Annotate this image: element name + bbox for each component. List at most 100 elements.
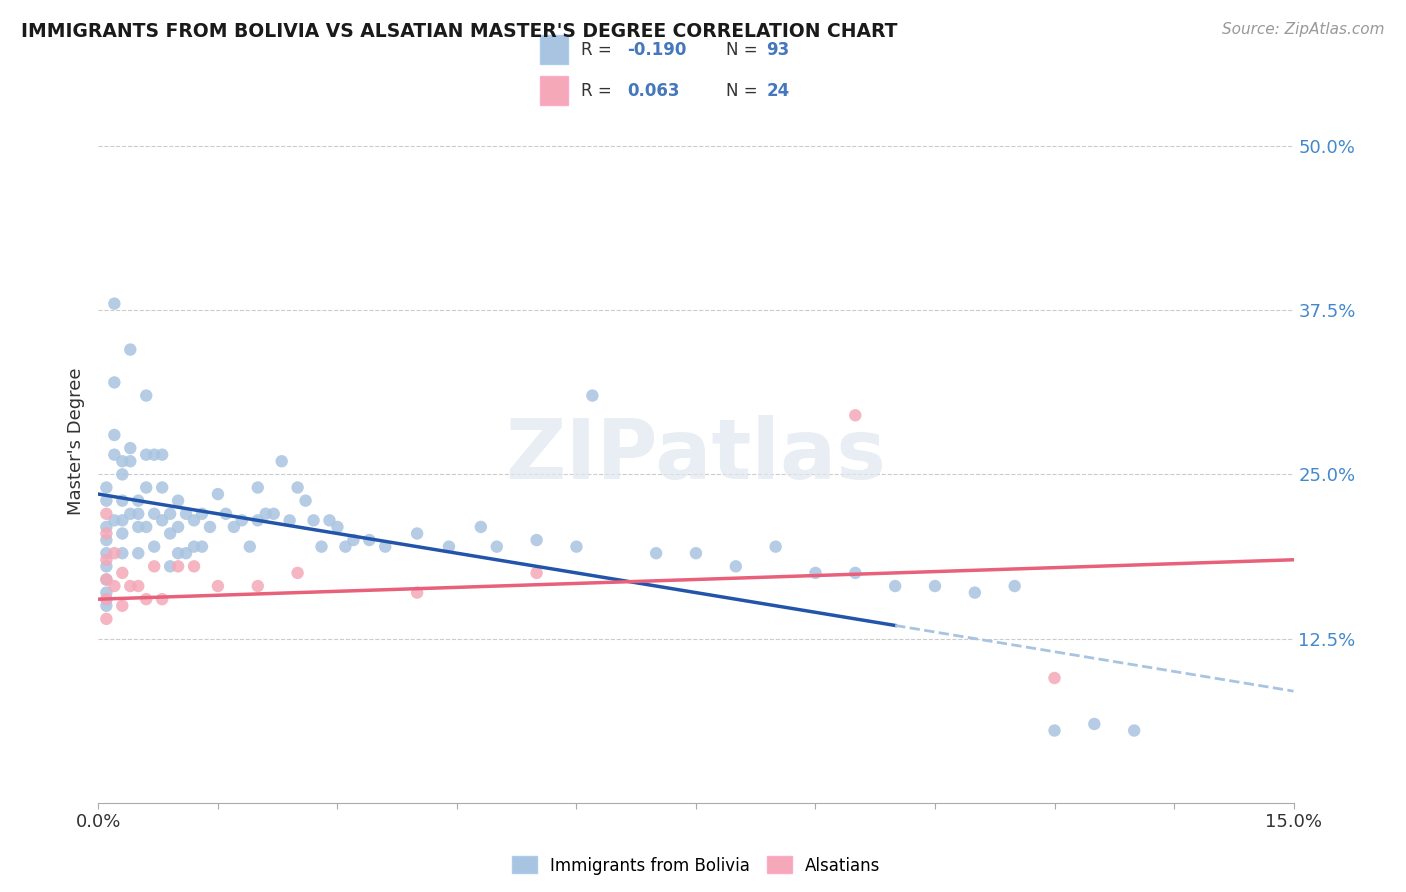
Point	[884, 579, 907, 593]
Point	[294, 493, 316, 508]
Point	[311, 540, 333, 554]
Point	[103, 428, 125, 442]
Point	[198, 520, 221, 534]
Point	[437, 540, 460, 554]
Point	[143, 559, 166, 574]
Point	[174, 546, 197, 560]
Point	[143, 540, 166, 554]
Point	[1043, 723, 1066, 738]
Point	[326, 520, 349, 534]
Point	[96, 592, 118, 607]
Point	[111, 566, 134, 580]
Point	[191, 540, 214, 554]
Point	[111, 526, 134, 541]
FancyBboxPatch shape	[540, 76, 568, 105]
Point	[96, 592, 118, 607]
Point	[246, 579, 269, 593]
Point	[485, 540, 508, 554]
Point	[103, 546, 125, 560]
Point	[335, 540, 357, 554]
Text: R =: R =	[581, 40, 617, 59]
Text: R =: R =	[581, 81, 617, 100]
Point	[183, 540, 205, 554]
Text: N =: N =	[725, 81, 763, 100]
Point	[1043, 671, 1066, 685]
Point	[765, 540, 787, 554]
Point	[406, 585, 429, 599]
Point	[150, 513, 173, 527]
Point	[191, 507, 214, 521]
Point	[263, 507, 285, 521]
Point	[287, 481, 309, 495]
Point	[183, 559, 205, 574]
Point	[167, 520, 190, 534]
Point	[685, 546, 707, 560]
Point	[565, 540, 588, 554]
Legend: Immigrants from Bolivia, Alsatians: Immigrants from Bolivia, Alsatians	[505, 850, 887, 881]
Point	[96, 553, 118, 567]
Point	[135, 481, 157, 495]
Point	[111, 599, 134, 613]
Point	[103, 376, 125, 390]
Point	[167, 546, 190, 560]
Point	[374, 540, 396, 554]
Point	[167, 559, 190, 574]
Point	[159, 526, 181, 541]
Point	[270, 454, 292, 468]
Point	[239, 540, 262, 554]
Text: ZIPatlas: ZIPatlas	[506, 416, 886, 497]
Point	[127, 507, 149, 521]
Point	[127, 493, 149, 508]
Point	[844, 566, 866, 580]
Point	[103, 448, 125, 462]
Point	[111, 513, 134, 527]
Point	[103, 513, 125, 527]
Point	[120, 441, 142, 455]
Point	[111, 454, 134, 468]
Point	[96, 546, 118, 560]
Point	[150, 481, 173, 495]
Point	[143, 448, 166, 462]
Point	[924, 579, 946, 593]
Text: Source: ZipAtlas.com: Source: ZipAtlas.com	[1222, 22, 1385, 37]
Point	[111, 467, 134, 482]
Point	[111, 546, 134, 560]
Y-axis label: Master's Degree: Master's Degree	[66, 368, 84, 516]
Point	[844, 409, 866, 423]
Point	[111, 493, 134, 508]
Point	[645, 546, 668, 560]
Text: N =: N =	[725, 40, 763, 59]
Point	[526, 533, 548, 547]
Point	[470, 520, 492, 534]
Point	[96, 599, 118, 613]
Point	[120, 454, 142, 468]
Text: 0.063: 0.063	[627, 81, 679, 100]
Point	[207, 579, 229, 593]
Point	[174, 507, 197, 521]
Point	[96, 481, 118, 495]
Point	[143, 507, 166, 521]
Point	[96, 559, 118, 574]
Point	[231, 513, 253, 527]
Text: -0.190: -0.190	[627, 40, 686, 59]
Text: 24: 24	[766, 81, 790, 100]
Point	[1004, 579, 1026, 593]
Point	[318, 513, 340, 527]
Point	[342, 533, 364, 547]
Point	[526, 566, 548, 580]
Point	[207, 487, 229, 501]
Point	[127, 546, 149, 560]
Point	[167, 493, 190, 508]
Point	[159, 507, 181, 521]
Point	[215, 507, 238, 521]
Point	[963, 585, 986, 599]
Point	[96, 520, 118, 534]
Point	[135, 592, 157, 607]
Point	[804, 566, 827, 580]
Point	[150, 592, 173, 607]
Point	[127, 520, 149, 534]
Point	[278, 513, 301, 527]
Point	[127, 579, 149, 593]
Point	[135, 448, 157, 462]
Point	[359, 533, 381, 547]
